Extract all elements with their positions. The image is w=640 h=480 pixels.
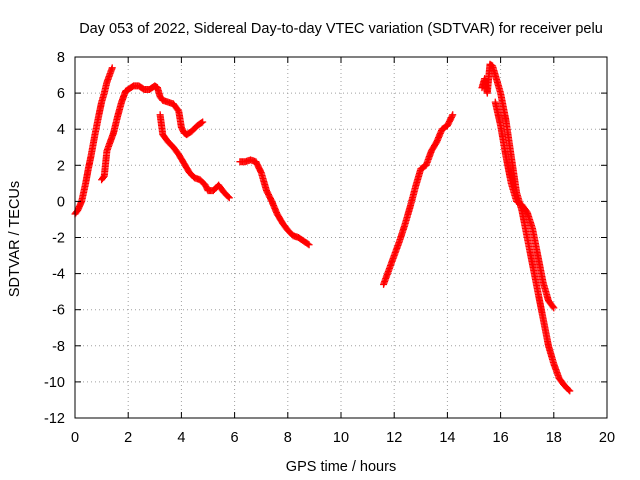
- x-tick-label: 12: [386, 430, 402, 446]
- grid-lines: [75, 57, 607, 418]
- x-tick-label: 20: [599, 430, 615, 446]
- data-point: [565, 386, 573, 394]
- x-tick-label: 14: [439, 430, 455, 446]
- data-point: [448, 112, 456, 120]
- data-point: [224, 193, 232, 201]
- y-tick-label: -6: [52, 303, 65, 319]
- series-arc-4a: [478, 60, 574, 395]
- x-tick-label: 0: [71, 430, 79, 446]
- data-point: [225, 194, 233, 202]
- axis-ticks: 0 2 4 6 8 10 12 14 16 18 20 -12 -10 -8 -6 -4 -2 0 2 4 6 8: [44, 50, 615, 446]
- data-series: [71, 60, 574, 395]
- y-tick-label: -2: [52, 231, 65, 247]
- y-axis-label: SDTVAR / TECUs: [7, 181, 23, 297]
- x-tick-label: 2: [124, 430, 132, 446]
- data-point: [305, 241, 313, 249]
- data-point: [566, 387, 574, 395]
- y-tick-label: 0: [57, 194, 65, 210]
- data-point: [198, 119, 206, 127]
- y-tick-label: 2: [57, 158, 65, 174]
- y-tick-label: 6: [57, 86, 65, 102]
- x-tick-label: 16: [493, 430, 509, 446]
- data-point: [108, 64, 116, 72]
- series-arc-1c: [156, 111, 233, 202]
- y-tick-label: -12: [44, 411, 65, 427]
- y-tick-label: -10: [44, 375, 65, 391]
- series-arc-4b: [491, 98, 558, 312]
- chart-title: Day 053 of 2022, Sidereal Day-to-day VTE…: [79, 21, 603, 37]
- x-tick-label: 8: [284, 430, 292, 446]
- series-arc-1b: [98, 82, 207, 184]
- x-tick-label: 10: [333, 430, 349, 446]
- y-tick-label: -4: [52, 267, 65, 283]
- series-arc-3: [380, 111, 457, 288]
- x-tick-label: 6: [231, 430, 239, 446]
- data-point: [549, 303, 557, 311]
- y-tick-label: 4: [57, 122, 65, 138]
- x-axis-label: GPS time / hours: [286, 459, 396, 475]
- x-tick-label: 4: [177, 430, 185, 446]
- series-arc-2: [236, 156, 313, 249]
- y-tick-label: 8: [57, 50, 65, 66]
- data-point: [304, 240, 312, 248]
- data-point: [199, 118, 207, 126]
- y-tick-label: -8: [52, 339, 65, 355]
- data-point: [550, 304, 558, 312]
- x-tick-label: 18: [546, 430, 562, 446]
- data-point: [449, 111, 457, 119]
